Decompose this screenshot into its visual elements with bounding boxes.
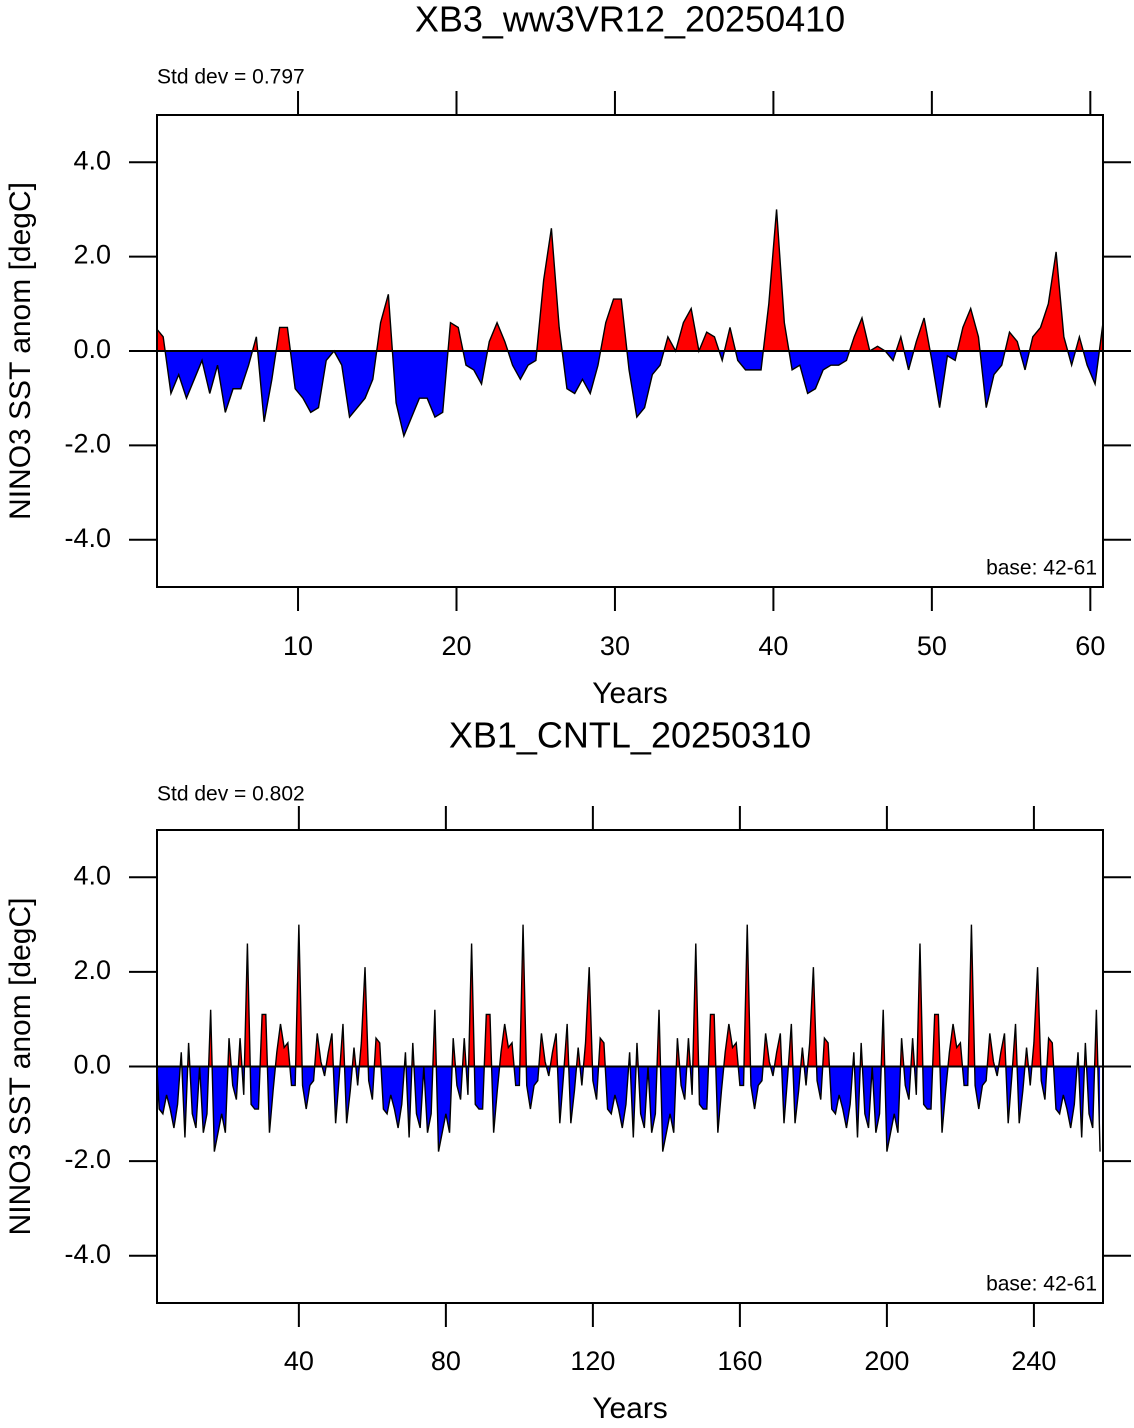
annotation: Std dev = 0.797 <box>157 66 305 89</box>
y-tick-label: 4.0 <box>73 145 111 175</box>
x-tick-label: 50 <box>917 631 947 661</box>
x-axis-label: Years <box>592 677 668 710</box>
annotation: base: 42-61 <box>986 1273 1097 1296</box>
x-tick-label: 40 <box>758 631 788 661</box>
area-positive <box>157 924 1101 1067</box>
x-tick-label: 160 <box>717 1346 762 1376</box>
area-negative <box>157 351 1103 436</box>
x-tick-label: 200 <box>864 1346 909 1376</box>
chart-title: XB3_ww3VR12_20250410 <box>415 0 845 40</box>
x-tick-label: 60 <box>1075 631 1105 661</box>
x-tick-label: 40 <box>284 1346 314 1376</box>
x-tick-label: 10 <box>283 631 313 661</box>
annotation: Std dev = 0.802 <box>157 783 305 806</box>
y-tick-label: -4.0 <box>64 523 111 553</box>
line <box>157 209 1103 439</box>
y-axis-label: NINO3 SST anom [degC] <box>4 182 37 520</box>
area-positive <box>157 209 1103 351</box>
annotation: base: 42-61 <box>986 557 1097 580</box>
y-tick-label: 0.0 <box>73 1050 111 1080</box>
x-tick-label: 120 <box>570 1346 615 1376</box>
x-tick-label: 240 <box>1011 1346 1056 1376</box>
y-tick-label: 4.0 <box>73 860 111 890</box>
area-negative <box>157 1066 1101 1152</box>
y-tick-label: 2.0 <box>73 240 111 270</box>
y-tick-label: -2.0 <box>64 429 111 459</box>
plot-frame <box>156 114 1104 588</box>
y-tick-label: -2.0 <box>64 1144 111 1174</box>
y-axis-label: NINO3 SST anom [degC] <box>4 898 37 1236</box>
plot-frame <box>156 829 1104 1304</box>
x-tick-label: 30 <box>600 631 630 661</box>
line <box>157 924 1101 1152</box>
x-tick-label: 20 <box>441 631 471 661</box>
y-tick-label: 2.0 <box>73 955 111 985</box>
chart-title: XB1_CNTL_20250310 <box>449 715 811 756</box>
y-tick-label: 0.0 <box>73 334 111 364</box>
x-axis-label: Years <box>592 1392 668 1425</box>
y-tick-label: -4.0 <box>64 1239 111 1269</box>
x-tick-label: 80 <box>431 1346 461 1376</box>
